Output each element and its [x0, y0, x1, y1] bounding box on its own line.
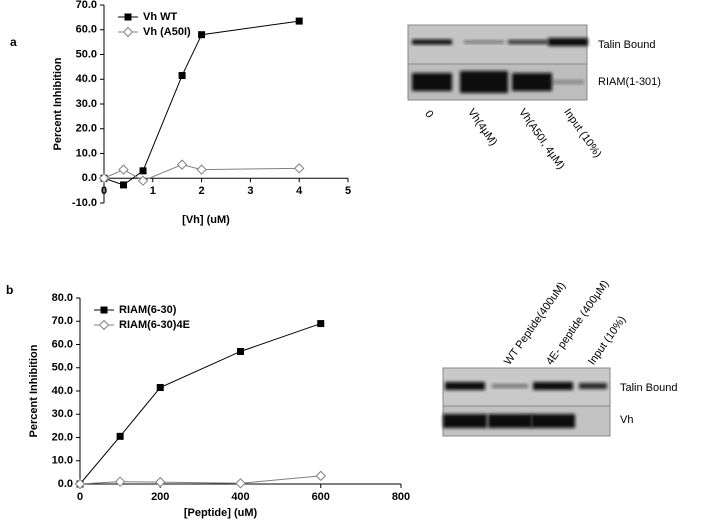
marker: [98, 173, 110, 184]
marker: [156, 384, 164, 392]
legend-marker: [124, 13, 132, 21]
y-tick-label: 0.0: [82, 172, 97, 184]
band: [488, 414, 532, 428]
band: [492, 384, 528, 388]
marker: [178, 72, 186, 80]
marker: [196, 164, 207, 175]
x-tick-label: 600: [312, 491, 330, 503]
marker: [293, 163, 305, 174]
gel-row-label: Talin Bound: [620, 382, 678, 394]
panel-label: b: [6, 283, 13, 297]
band: [445, 382, 485, 390]
band: [512, 73, 552, 91]
x-axis-label: [Peptide] (uM): [184, 507, 258, 519]
marker: [315, 470, 326, 482]
y-tick-label: -10.0: [72, 197, 97, 209]
y-tick-label: 70.0: [76, 0, 97, 11]
lane-label: Vh(4µM): [465, 107, 499, 149]
y-tick-label: 10.0: [76, 147, 97, 159]
x-tick-label: 2: [199, 185, 205, 197]
x-axis-label: [Vh] (uM): [182, 214, 230, 226]
marker: [155, 476, 166, 488]
band: [531, 414, 575, 428]
panel-label: a: [10, 35, 17, 49]
y-tick-label: 20.0: [52, 431, 73, 443]
band: [460, 71, 508, 93]
lane-label: Vh(A50I, 4µM): [516, 107, 567, 172]
marker: [114, 476, 126, 487]
x-tick-label: 0: [101, 185, 107, 197]
marker: [137, 175, 149, 186]
band: [464, 40, 504, 44]
x-tick-label: 0: [77, 491, 83, 503]
y-axis-label: Percent Inhibition: [28, 344, 40, 437]
legend-label: RIAM(6-30)4E: [119, 319, 190, 331]
marker: [74, 478, 86, 490]
legend-marker: [98, 319, 110, 331]
marker: [118, 164, 129, 175]
marker: [139, 167, 147, 175]
y-tick-label: 60.0: [52, 338, 73, 350]
legend-label: RIAM(6-30): [119, 304, 177, 316]
band: [552, 80, 584, 84]
x-tick-label: 800: [392, 491, 410, 503]
y-tick-label: 40.0: [76, 73, 97, 85]
gel-row-label: RIAM(1-301): [598, 76, 661, 88]
band: [443, 414, 487, 428]
y-tick-label: 30.0: [76, 98, 97, 110]
marker: [198, 31, 206, 39]
marker: [237, 347, 244, 355]
band: [548, 38, 588, 46]
marker: [317, 320, 325, 328]
y-tick-label: 30.0: [52, 408, 73, 420]
y-tick-label: 70.0: [52, 315, 73, 327]
legend-marker: [122, 26, 134, 38]
band: [579, 383, 607, 389]
y-tick-label: 20.0: [76, 123, 97, 135]
band: [412, 73, 452, 91]
lane-label: 0: [422, 109, 435, 121]
marker: [120, 181, 128, 189]
marker: [116, 432, 124, 440]
series-line: [79, 323, 321, 485]
y-tick-label: 50.0: [76, 48, 97, 60]
marker: [295, 17, 303, 25]
x-tick-label: 200: [151, 491, 169, 503]
y-tick-label: 0.0: [58, 478, 73, 490]
y-tick-label: 40.0: [52, 385, 73, 397]
y-tick-label: 60.0: [76, 24, 97, 36]
band: [508, 40, 548, 44]
lane-label: Input (10%): [561, 107, 603, 160]
marker: [235, 478, 246, 489]
band: [412, 39, 452, 45]
legend-label: Vh (A50I): [143, 26, 191, 38]
series-line: [103, 20, 300, 186]
x-tick-label: 1: [150, 185, 156, 197]
x-tick-label: 5: [345, 185, 351, 197]
gel-row-label: Vh: [620, 414, 633, 426]
lane-label: Input (10%): [586, 314, 628, 367]
marker: [176, 159, 188, 170]
x-tick-label: 4: [296, 185, 303, 197]
y-axis-label: Percent Inhibition: [52, 57, 64, 150]
x-tick-label: 400: [231, 491, 249, 503]
y-tick-label: 80.0: [52, 292, 73, 304]
y-tick-label: 10.0: [52, 455, 73, 467]
legend-label: Vh WT: [143, 11, 177, 23]
x-tick-label: 3: [247, 185, 253, 197]
y-tick-label: 50.0: [52, 362, 73, 374]
gel-row-label: Talin Bound: [598, 39, 656, 51]
band: [533, 382, 573, 390]
legend-marker: [100, 306, 108, 314]
